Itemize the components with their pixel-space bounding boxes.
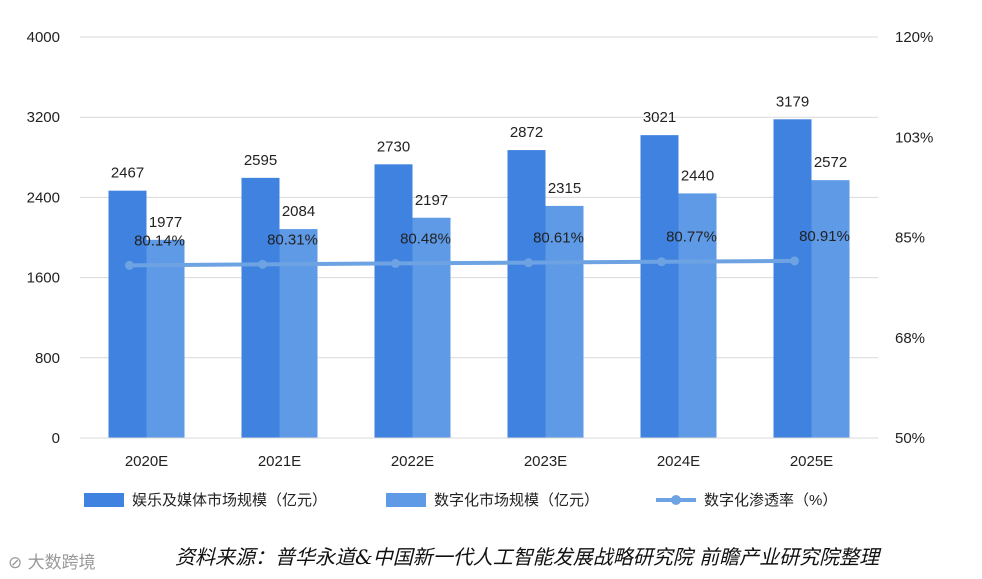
penetration-label: 80.91% xyxy=(799,228,850,245)
legend-label: 数字化市场规模（亿元） xyxy=(434,492,599,509)
penetration-label: 80.61% xyxy=(533,230,584,247)
bar-value-label: 3021 xyxy=(643,109,676,126)
bar-value-label: 2730 xyxy=(377,138,410,155)
right-tick-label: 50% xyxy=(895,430,925,447)
legend-swatch-entertainment-media xyxy=(84,493,124,507)
bar-entertainment-media xyxy=(241,177,280,438)
legend-label: 娱乐及媒体市场规模（亿元） xyxy=(132,492,327,509)
bar-value-label: 3179 xyxy=(776,93,809,110)
legend: 娱乐及媒体市场规模（亿元） 数字化市场规模（亿元） 数字化渗透率（%） xyxy=(84,492,837,509)
penetration-point xyxy=(657,257,666,267)
left-tick-label: 800 xyxy=(35,350,60,367)
penetration-label: 80.48% xyxy=(400,230,451,247)
bar-value-labels: 2467 1977 2595 2084 2730 2197 2872 2315 3021 2440… xyxy=(111,93,847,231)
penetration-point xyxy=(524,258,533,268)
bar-value-label: 2315 xyxy=(548,180,581,197)
x-tick-label: 2023E xyxy=(524,453,567,470)
x-axis-ticks: 2020E 2021E 2022E 2023E 2024E 2025E xyxy=(80,437,878,470)
left-axis-ticks: 0 800 1600 2400 3200 4000 xyxy=(27,29,60,447)
penetration-point xyxy=(125,260,134,270)
x-tick-label: 2021E xyxy=(258,453,301,470)
bar-value-label: 2572 xyxy=(814,154,847,171)
left-tick-label: 2400 xyxy=(27,189,60,206)
bar-entertainment-media xyxy=(773,119,812,439)
left-tick-label: 1600 xyxy=(27,270,60,287)
penetration-label: 80.31% xyxy=(267,231,318,248)
bar-value-label: 1977 xyxy=(149,214,182,231)
bar-value-label: 2872 xyxy=(510,124,543,141)
left-tick-label: 3200 xyxy=(27,109,60,126)
x-tick-label: 2025E xyxy=(790,453,833,470)
x-tick-label: 2020E xyxy=(125,453,168,470)
bar-digital xyxy=(146,239,185,438)
line-value-labels: 80.14% 80.31% 80.48% 80.61% 80.77% 80.91% xyxy=(134,228,850,249)
watermark-text: 大数跨境 xyxy=(27,553,96,573)
bar-value-label: 2197 xyxy=(415,192,448,209)
bar-value-label: 2467 xyxy=(111,165,144,182)
bar-entertainment-media xyxy=(640,135,679,438)
legend-swatch-digital xyxy=(386,493,426,507)
right-tick-label: 68% xyxy=(895,330,925,347)
logo-icon: ⊘ xyxy=(8,553,23,573)
penetration-point xyxy=(790,256,799,266)
right-axis-ticks: 50% 68% 85% 103% 120% xyxy=(895,29,933,447)
bar-value-label: 2440 xyxy=(681,167,714,184)
left-tick-label: 0 xyxy=(52,430,60,447)
right-tick-label: 85% xyxy=(895,230,925,247)
legend-marker-penetration xyxy=(671,495,681,505)
bar-digital xyxy=(412,217,451,438)
bar-entertainment-media xyxy=(374,164,413,438)
bar-digital xyxy=(811,180,850,439)
penetration-label: 80.77% xyxy=(666,229,717,246)
bar-entertainment-media xyxy=(108,190,147,438)
right-tick-label: 120% xyxy=(895,29,933,46)
penetration-line xyxy=(125,256,799,270)
watermark: ⊘ 大数跨境 xyxy=(8,548,96,573)
source-note: 资料来源：普华永道&中国新一代人工智能发展战略研究院 前瞻产业研究院整理 xyxy=(175,545,880,569)
bar-digital xyxy=(545,205,584,438)
penetration-label: 80.14% xyxy=(134,232,185,249)
bar-digital xyxy=(279,229,318,438)
penetration-point xyxy=(258,259,267,269)
x-tick-label: 2024E xyxy=(657,453,700,470)
legend-label: 数字化渗透率（%） xyxy=(704,492,837,509)
x-tick-label: 2022E xyxy=(391,453,434,470)
gridlines xyxy=(80,36,878,439)
bar-digital xyxy=(678,193,717,438)
penetration-point xyxy=(391,258,400,268)
bar-entertainment-media xyxy=(507,150,546,438)
bar-value-label: 2084 xyxy=(282,203,315,220)
bars xyxy=(108,119,850,439)
left-tick-label: 4000 xyxy=(27,29,60,46)
right-tick-label: 103% xyxy=(895,129,933,146)
bar-value-label: 2595 xyxy=(244,152,277,169)
penetration-line-path xyxy=(129,258,795,268)
